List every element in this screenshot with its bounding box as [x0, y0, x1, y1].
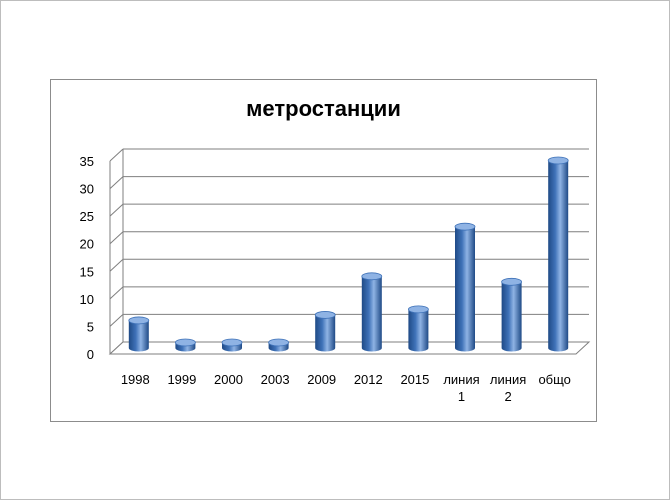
gridline-depth — [109, 314, 124, 327]
bar-top — [221, 338, 243, 347]
y-tick-label: 35 — [80, 154, 94, 169]
x-tick-label: 1998 — [121, 372, 150, 387]
bar-top — [128, 316, 150, 325]
y-tick-label: 0 — [87, 347, 94, 362]
bar-top — [268, 338, 290, 347]
gridline-depth — [109, 231, 124, 245]
bar-body — [128, 320, 149, 352]
y-tick-label: 20 — [80, 237, 94, 252]
x-tick-label: 2000 — [214, 372, 243, 387]
x-tick-label: 1999 — [167, 372, 196, 387]
y-tick-label: 30 — [80, 182, 94, 197]
x-tick-label: 2009 — [307, 372, 336, 387]
bar — [407, 305, 429, 352]
bar-body — [361, 276, 382, 352]
bar-body — [455, 226, 475, 352]
y-tick-label: 15 — [80, 264, 94, 279]
bar-body — [408, 309, 429, 352]
bar-top — [501, 277, 523, 286]
bar-body — [548, 160, 569, 352]
bar — [454, 222, 476, 352]
gridline-depth — [109, 286, 124, 300]
gridline-depth — [109, 176, 124, 189]
y-tick-label: 5 — [87, 319, 94, 334]
y-tick-label: 10 — [80, 292, 94, 307]
x-tick-label: линия 2 — [490, 372, 526, 404]
bar — [361, 272, 383, 352]
bar — [174, 338, 196, 352]
bar — [501, 277, 523, 352]
bar-top — [454, 222, 476, 231]
bar — [221, 338, 243, 352]
chart-frame: 0 5 10 15 20 25 30 35 1998 1999 2000 2003 2009 2012 20… — [50, 79, 597, 422]
y-tick-label: 25 — [80, 209, 94, 224]
x-tick-label: 2003 — [261, 372, 290, 387]
gridline-depth — [109, 203, 124, 217]
gridline-depth — [109, 258, 124, 272]
gridline-depth — [109, 148, 124, 162]
bar-chart: 0 5 10 15 20 25 30 35 1998 1999 2000 2003 2009 2012 20… — [80, 148, 591, 404]
x-tick-label: линия 1 — [443, 372, 479, 404]
bar-top — [547, 156, 569, 165]
x-tick-label: общо — [538, 372, 570, 387]
x-tick-label: 2012 — [354, 372, 383, 387]
bar-body — [315, 314, 336, 352]
bar-top — [361, 272, 383, 281]
bar — [314, 311, 336, 352]
bar — [268, 338, 290, 352]
chart-title: метростанции — [246, 96, 401, 121]
bar — [128, 316, 150, 352]
bar — [547, 156, 569, 352]
bar-top — [407, 305, 429, 314]
bar-top — [174, 338, 196, 347]
x-tick-label: 2015 — [400, 372, 429, 387]
bar-top — [314, 311, 336, 319]
bar-body — [501, 281, 522, 352]
